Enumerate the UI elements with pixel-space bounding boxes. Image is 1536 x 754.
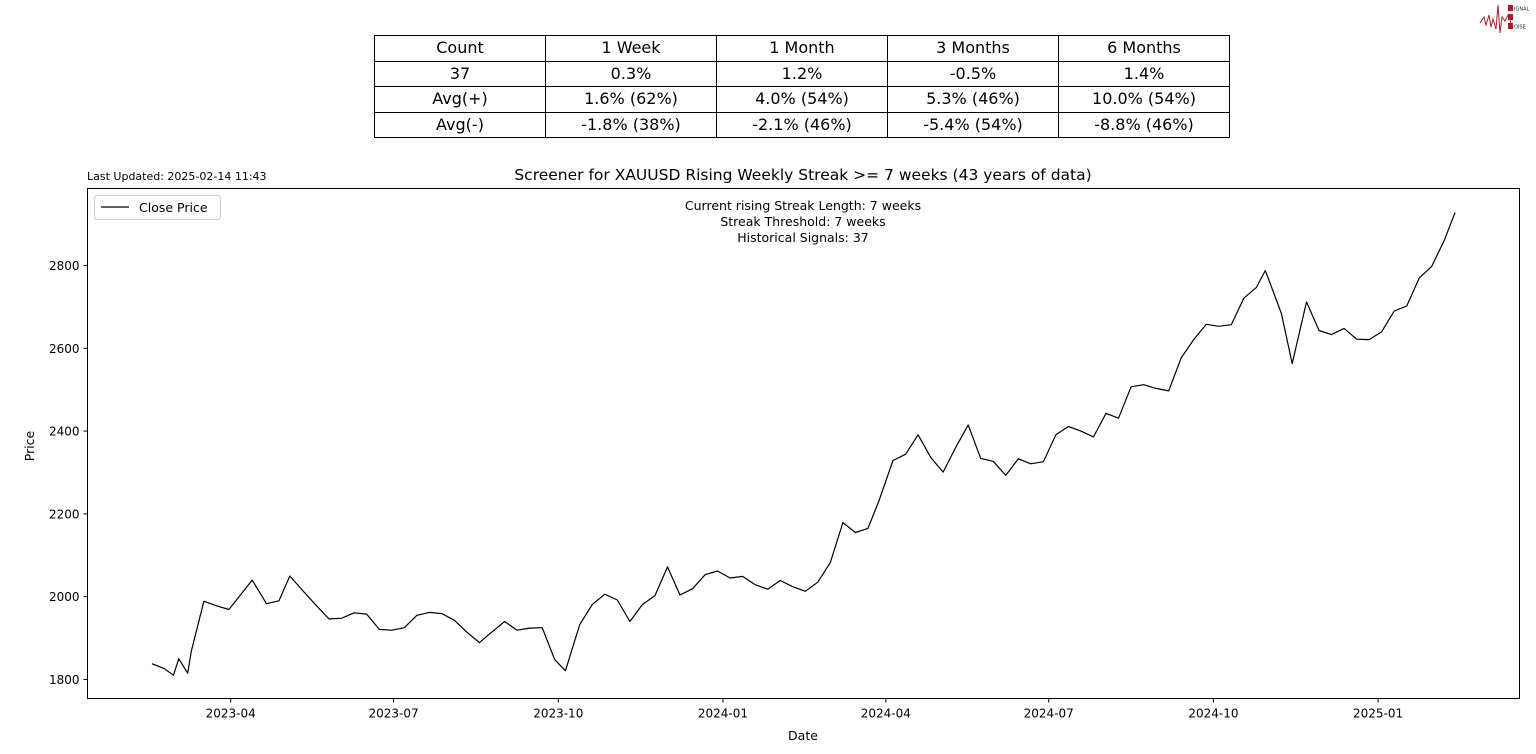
x-tick-label: 2023-07 bbox=[369, 707, 419, 721]
y-tick-label: 1800 bbox=[49, 673, 80, 687]
table-cell: -8.8% (46%) bbox=[1058, 111, 1230, 138]
signal2noise-logo: IGNAL OISE bbox=[1479, 4, 1530, 34]
svg-text:IGNAL: IGNAL bbox=[1514, 7, 1530, 13]
y-tick-label: 2200 bbox=[49, 507, 80, 521]
table-cell: Avg(-) bbox=[374, 111, 546, 138]
x-tick-label: 2024-01 bbox=[698, 707, 748, 721]
series-line-close-price bbox=[151, 212, 1456, 676]
table-cell: 6 Months bbox=[1058, 35, 1230, 62]
table-cell: 4.0% (54%) bbox=[716, 86, 888, 113]
table-cell: 5.3% (46%) bbox=[887, 86, 1059, 113]
table-header-row: Count 1 Week 1 Month 3 Months 6 Months bbox=[374, 35, 1230, 62]
x-axis-label: Date bbox=[788, 728, 818, 743]
plot-frame bbox=[87, 188, 1520, 699]
legend-label: Close Price bbox=[139, 200, 208, 215]
table-cell: 1 Week bbox=[545, 35, 717, 62]
y-axis-label: Price bbox=[22, 430, 37, 461]
y-tick-label: 2800 bbox=[49, 259, 80, 273]
x-tick-label: 2024-10 bbox=[1188, 707, 1238, 721]
x-tick-label: 2024-04 bbox=[861, 707, 911, 721]
annotation-line: Current rising Streak Length: 7 weeks bbox=[685, 198, 921, 213]
table-row: Avg(-) -1.8% (38%) -2.1% (46%) -5.4% (54%) -… bbox=[374, 111, 1230, 138]
legend: Close Price bbox=[94, 195, 221, 220]
table-cell: -1.8% (38%) bbox=[545, 111, 717, 138]
table-cell: Avg(+) bbox=[374, 86, 546, 113]
y-tick-label: 2400 bbox=[49, 425, 80, 439]
table-cell: -0.5% bbox=[887, 60, 1059, 87]
y-tick-label: 2600 bbox=[49, 342, 80, 356]
table-cell: 1.6% (62%) bbox=[545, 86, 717, 113]
annotation-line: Historical Signals: 37 bbox=[737, 230, 869, 245]
table-cell: 1 Month bbox=[716, 35, 888, 62]
x-tick-label: 2023-10 bbox=[533, 707, 583, 721]
x-tick-label: 2025-01 bbox=[1353, 707, 1403, 721]
table-cell: Count bbox=[374, 35, 546, 62]
last-updated: Last Updated: 2025-02-14 11:43 bbox=[87, 170, 267, 183]
table-cell: 1.2% bbox=[716, 60, 888, 87]
chart-title: Screener for XAUUSD Rising Weekly Streak… bbox=[514, 166, 1091, 184]
table-cell: 1.4% bbox=[1058, 60, 1230, 87]
annotation: Current rising Streak Length: 7 weeks St… bbox=[685, 198, 921, 245]
table-cell: -2.1% (46%) bbox=[716, 111, 888, 138]
stats-table: Count 1 Week 1 Month 3 Months 6 Months 37 0.3%… bbox=[374, 35, 1230, 138]
svg-text:OISE: OISE bbox=[1514, 25, 1526, 31]
x-tick-label: 2023-04 bbox=[206, 707, 256, 721]
table-cell: -5.4% (54%) bbox=[887, 111, 1059, 138]
x-tick-label: 2024-07 bbox=[1024, 707, 1074, 721]
annotation-line: Streak Threshold: 7 weeks bbox=[720, 214, 885, 229]
y-tick-label: 2000 bbox=[49, 590, 80, 604]
table-row: 37 0.3% 1.2% -0.5% 1.4% bbox=[374, 60, 1230, 87]
